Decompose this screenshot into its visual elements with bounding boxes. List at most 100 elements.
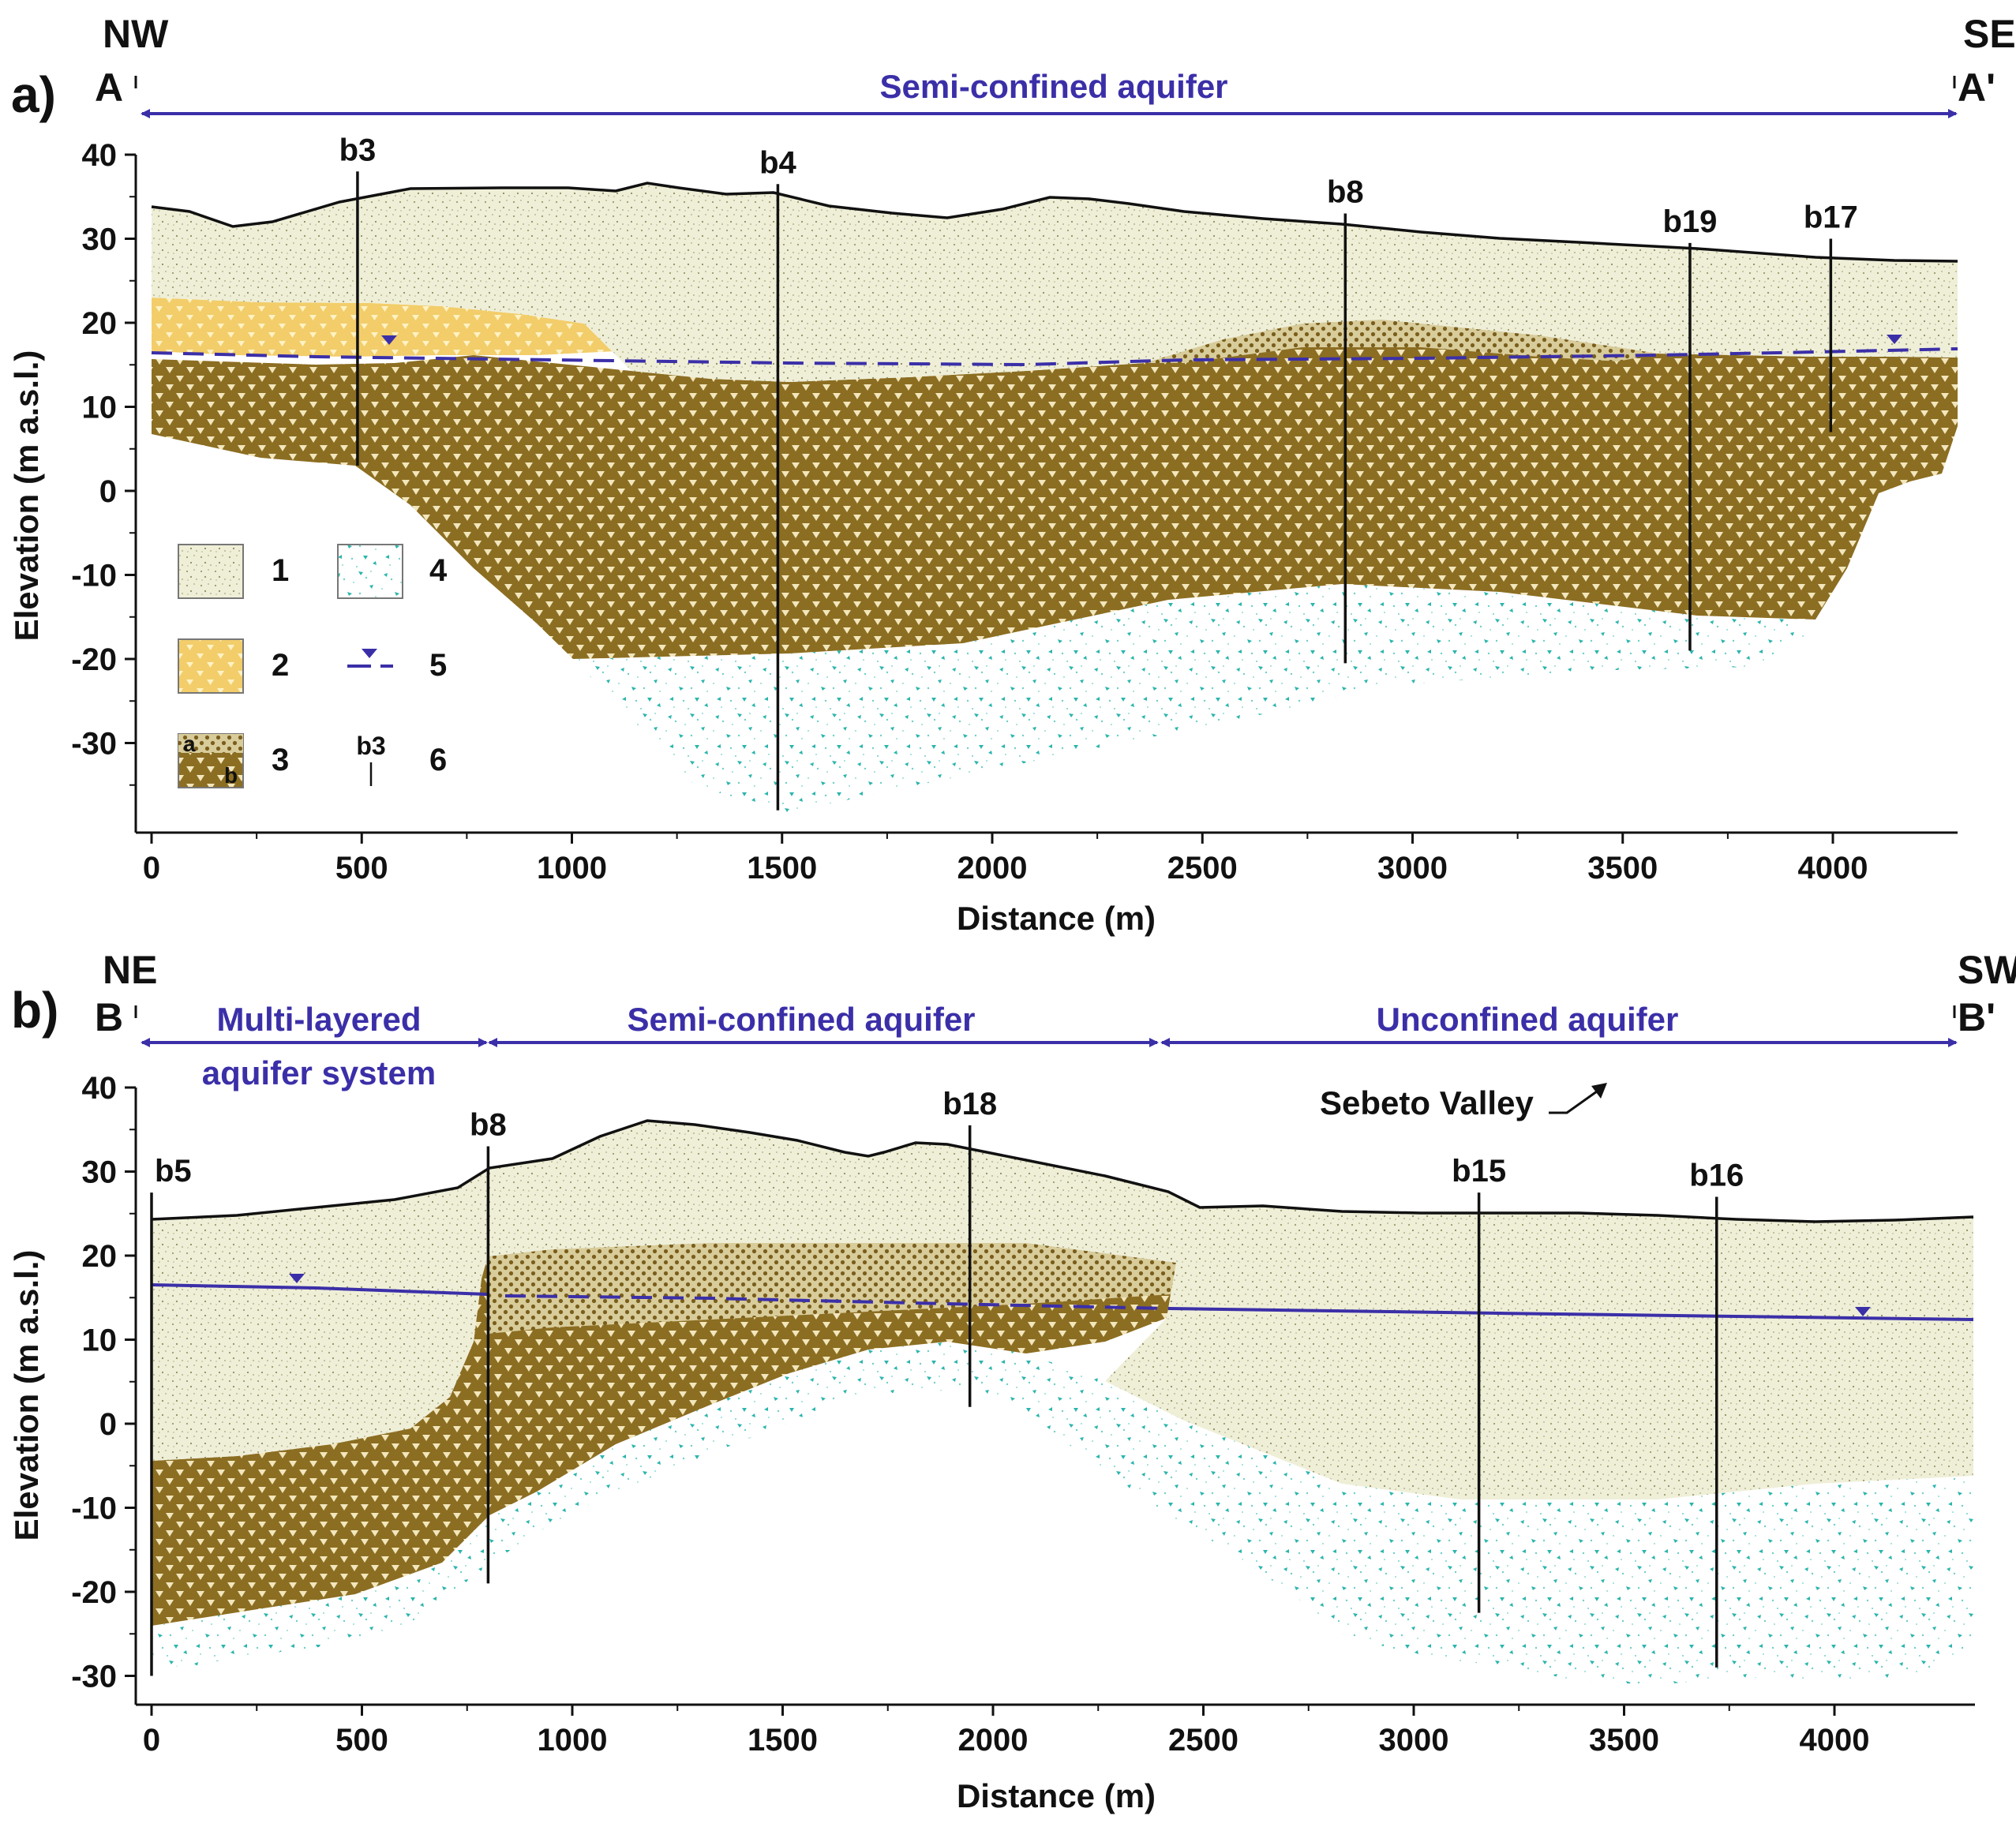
x-tick-label: 2000	[957, 851, 1028, 885]
y-tick-label: -30	[71, 727, 117, 762]
zone-label-semi-confined: Semi-confined aquifer	[627, 1001, 975, 1038]
borehole-label-b8: b8	[1327, 175, 1364, 210]
y-tick-label: -30	[71, 1660, 117, 1694]
legend-number-6: 6	[429, 743, 447, 777]
panel-a-y-axis-title: Elevation (m a.s.l.)	[8, 350, 45, 642]
x-tick-label: 3000	[1377, 851, 1448, 885]
y-tick-label: 10	[82, 391, 118, 425]
panel-b-boreholes: b5 b8 b18 b15 b16	[150, 1087, 1744, 1676]
x-tick-label: 500	[335, 1723, 388, 1758]
x-tick-label: 3000	[1379, 1723, 1449, 1758]
legend-sub-b: b	[224, 763, 238, 788]
water-table-a	[151, 347, 1958, 367]
y-tick-label: 30	[82, 1155, 118, 1190]
unit4-bedrock	[573, 584, 1816, 813]
water-table-b-semi-confined	[504, 1294, 1169, 1310]
x-tick-label: 2500	[1167, 851, 1238, 885]
legend-number-5: 5	[429, 648, 447, 683]
borehole-label-b3: b3	[339, 133, 377, 167]
y-tick-label: -10	[71, 1492, 117, 1526]
legend-number-1: 1	[272, 553, 289, 588]
y-tick-label: 20	[82, 306, 118, 341]
water-table-b-unconfined-left	[151, 1283, 489, 1296]
sebeto-valley-arrow	[1549, 1086, 1603, 1114]
panel-b-right-end: B'	[1958, 995, 1995, 1039]
y-tick-label: 30	[82, 223, 118, 257]
y-tick-label: 0	[99, 1407, 117, 1442]
zone-label-unconfined: Unconfined aquifer	[1377, 1001, 1679, 1038]
x-tick-label: 4000	[1800, 1723, 1870, 1758]
y-tick-label: -20	[71, 642, 117, 677]
borehole-label-b15: b15	[1452, 1154, 1506, 1189]
borehole-label-b8: b8	[470, 1108, 507, 1143]
panel-a-right-direction: SE	[1963, 12, 2016, 56]
borehole-label-b18: b18	[942, 1087, 997, 1121]
unit3-mixed-deposits	[152, 320, 1958, 659]
panel-b-left-end: B	[95, 995, 123, 1039]
panel-a-left-end: A	[95, 66, 123, 110]
panel-b-x-axis-title: Distance (m)	[957, 1777, 1156, 1814]
water-table-b-unconfined-right	[1167, 1307, 1974, 1321]
zone-label-multi-layered-line2: aquifer system	[202, 1054, 436, 1091]
borehole-label-b19: b19	[1662, 204, 1717, 239]
legend-swatch-5-symbol	[362, 649, 377, 658]
x-tick-label: 1000	[538, 1723, 608, 1758]
x-tick-label: 4000	[1798, 851, 1868, 885]
water-table-symbol	[1887, 335, 1902, 344]
sebeto-valley-arrowhead	[1591, 1083, 1607, 1099]
x-tick-label: 0	[143, 851, 160, 885]
panel-a-ticks: 0 500 1000 1500 2000 2500 3000 3500 400040302010…	[71, 138, 1868, 885]
legend-sample-borehole: b3	[356, 732, 385, 760]
x-tick-label: 1500	[747, 851, 817, 885]
ground-surface-a	[151, 182, 1958, 263]
y-tick-label: 40	[82, 1071, 118, 1106]
borehole-label-b16: b16	[1689, 1158, 1744, 1192]
borehole-label-b17: b17	[1804, 200, 1858, 235]
panel-b-y-axis-title: Elevation (m a.s.l.)	[8, 1250, 45, 1541]
unit4-bedrock	[152, 1342, 1973, 1685]
x-tick-label: 3500	[1589, 1723, 1659, 1758]
panel-a: a) NW SE A A' Semi-confined aquifer Dist…	[8, 12, 2016, 937]
legend-sub-a: a	[183, 732, 196, 756]
legend-swatch-2	[178, 638, 244, 694]
panel-a-geology	[151, 182, 1958, 813]
unit3a-fine-mixed-lens	[1145, 320, 1658, 363]
panel-a-x-axis-title: Distance (m)	[957, 900, 1156, 937]
panel-a-left-direction: NW	[103, 12, 169, 56]
legend-number-3: 3	[272, 743, 289, 777]
water-table-symbol	[381, 335, 397, 345]
x-tick-label: 2000	[958, 1723, 1029, 1758]
legend-swatch-1	[178, 544, 244, 599]
panel-b-label: b)	[11, 982, 58, 1039]
panel-b-left-direction: NE	[103, 948, 157, 992]
x-tick-label: 2500	[1168, 1723, 1238, 1758]
unit3a-fine-mixed-layer	[488, 1243, 1176, 1334]
borehole-label-b4: b4	[759, 145, 796, 180]
water-table-symbol	[289, 1274, 305, 1283]
unit3-mixed-deposits	[152, 1243, 1176, 1626]
unit1-sand	[152, 1121, 1973, 1499]
x-tick-label: 3500	[1587, 851, 1658, 885]
y-tick-label: 40	[82, 138, 118, 173]
y-tick-label: -10	[71, 559, 117, 593]
legend-swatch-4	[337, 544, 403, 599]
y-tick-label: 10	[82, 1323, 118, 1358]
zone-label-semi-confined: Semi-confined aquifer	[879, 68, 1227, 105]
panel-a-right-end: A'	[1958, 66, 1995, 110]
panel-a-boreholes: b3 b4 b8 b19 b17	[339, 133, 1858, 811]
panel-b-ticks: 0 500 1000 1500 2000 2500 3000 3500 4000 40 30 20 10…	[71, 1071, 1869, 1758]
x-tick-label: 1500	[748, 1723, 818, 1758]
legend-swatch-3a	[178, 734, 243, 753]
y-tick-label: 0	[99, 474, 117, 509]
water-table-symbol	[1855, 1307, 1871, 1316]
legend: 1 2 a b 3 4 5 b3 6	[178, 544, 448, 788]
zone-label-multi-layered-line1: Multi-layered	[216, 1001, 421, 1038]
panel-b-right-direction: SW	[1958, 948, 2016, 992]
unit1-sand	[152, 183, 1958, 382]
y-tick-label: 20	[82, 1239, 118, 1274]
x-tick-label: 0	[143, 1723, 160, 1758]
y-tick-label: -20	[71, 1575, 117, 1610]
panel-b: b) NE SW B B' Multi-layered aquifer syst…	[8, 948, 2016, 1814]
sebeto-valley-label: Sebeto Valley	[1320, 1084, 1534, 1121]
